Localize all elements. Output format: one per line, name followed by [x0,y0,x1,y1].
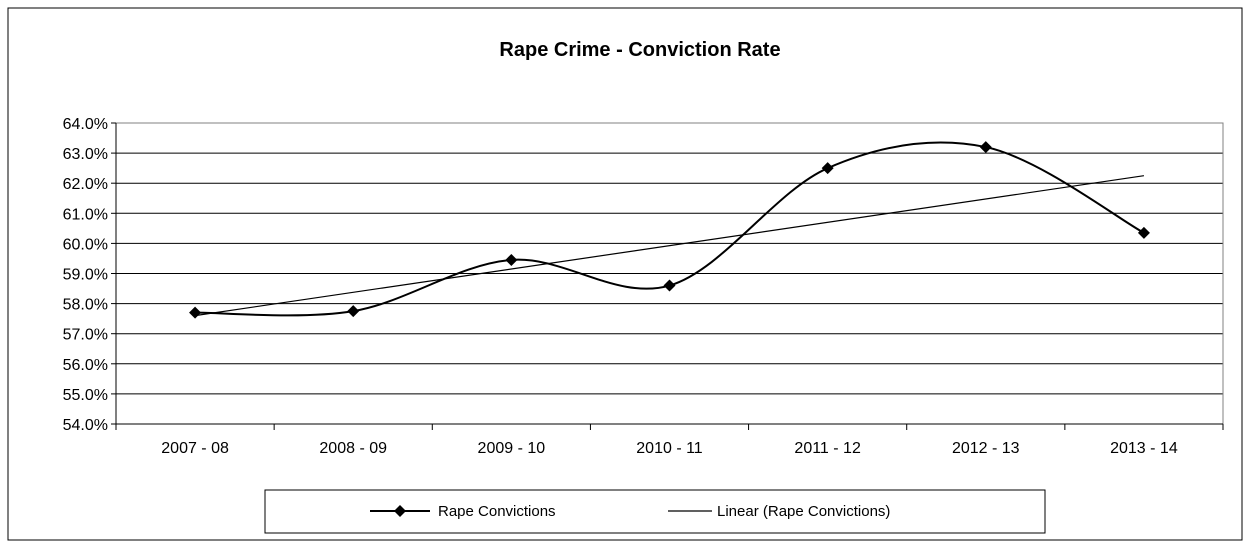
gridlines [116,152,1223,395]
data-point-marker [505,253,518,266]
y-tick-label: 57.0% [63,327,108,344]
chart-title: Rape Crime - Conviction Rate [499,39,780,61]
y-tick-label: 61.0% [63,206,108,223]
legend-trendline-label: Linear (Rape Convictions) [717,503,890,520]
data-point-marker [821,162,834,175]
data-point-marker [347,305,360,318]
data-point-marker [189,306,202,319]
legend-series-label: Rape Convictions [438,503,556,520]
trendline [194,175,1145,317]
y-tick-label: 54.0% [63,417,108,434]
y-tick-label: 58.0% [63,297,108,314]
x-tick-label: 2013 - 14 [1110,440,1178,457]
axes: 54.0% 55.0% 56.0% 57.0% 58.0% 59.0% 60.0% 61.0%… [63,116,1224,457]
y-tick-label: 64.0% [63,116,108,133]
data-point-marker [1137,226,1150,239]
x-tick-label: 2011 - 12 [794,440,861,457]
data-point-marker [979,141,992,154]
y-tick-label: 60.0% [63,236,108,253]
x-tick-label: 2012 - 13 [952,440,1020,457]
x-tick-label: 2008 - 09 [319,440,387,457]
data-point-marker [663,279,676,292]
y-tick-label: 62.0% [63,176,108,193]
x-tick-label: 2010 - 11 [636,440,703,457]
x-tick-label: 2009 - 10 [478,440,546,457]
series-layer [189,141,1150,319]
y-tick-label: 59.0% [63,267,108,284]
y-tick-label: 56.0% [63,357,108,374]
y-tick-label: 55.0% [63,387,108,404]
x-tick-label: 2007 - 08 [161,440,229,457]
y-tick-label: 63.0% [63,146,108,163]
legend: Rape Convictions Linear (Rape Conviction… [264,489,1046,534]
legend-series-marker [394,505,406,517]
